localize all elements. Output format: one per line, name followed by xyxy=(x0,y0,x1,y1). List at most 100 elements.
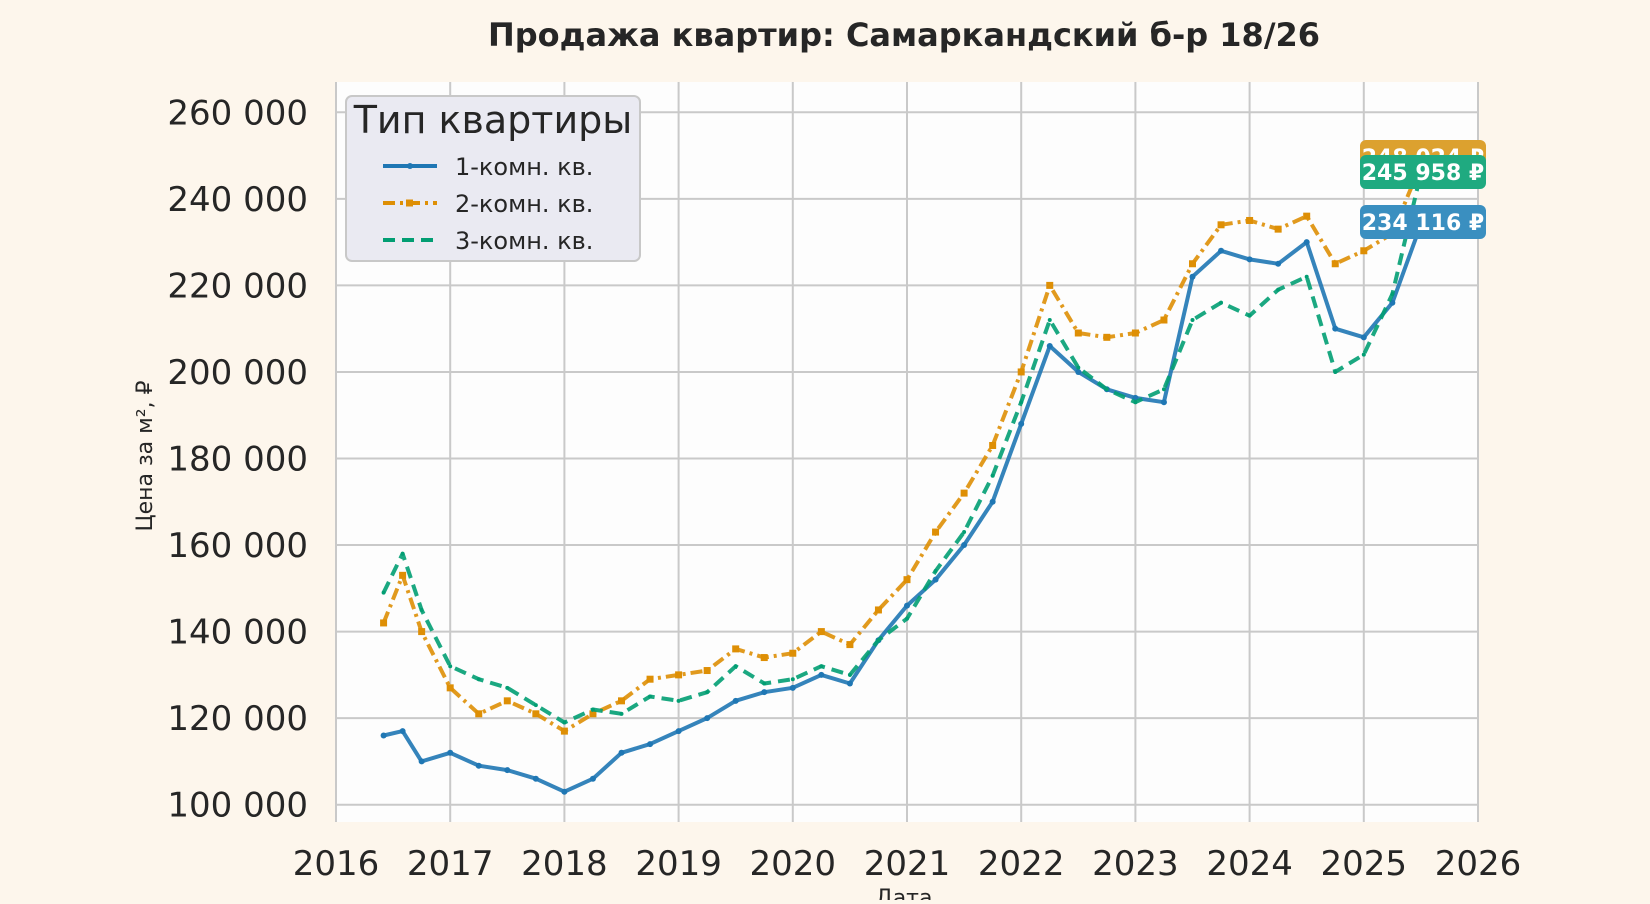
data-point xyxy=(561,788,568,795)
data-point xyxy=(532,710,540,718)
end-label-text: 245 958 ₽ xyxy=(1362,161,1484,186)
data-point xyxy=(1189,260,1196,268)
data-point xyxy=(761,689,768,696)
data-point xyxy=(904,602,910,609)
data-point xyxy=(1303,212,1311,220)
data-point xyxy=(476,677,481,682)
legend-title: Тип квартиры xyxy=(353,98,633,142)
data-point xyxy=(675,671,683,679)
data-point xyxy=(932,576,939,583)
x-tick-label: 2018 xyxy=(521,844,608,884)
data-point xyxy=(619,711,624,716)
x-tick-label: 2019 xyxy=(635,844,722,884)
data-point xyxy=(961,542,968,549)
data-point xyxy=(418,758,425,765)
y-tick-label: 180 000 xyxy=(167,439,308,479)
x-tick-label: 2026 xyxy=(1435,844,1522,884)
data-point xyxy=(560,727,568,735)
data-point xyxy=(503,697,511,705)
data-point xyxy=(1217,221,1225,229)
data-point xyxy=(675,728,682,735)
data-point xyxy=(676,698,681,703)
data-point xyxy=(847,672,852,677)
data-point xyxy=(1133,400,1138,405)
data-point xyxy=(1017,368,1025,376)
data-point xyxy=(990,473,995,478)
data-point xyxy=(905,616,909,621)
data-point xyxy=(762,681,767,686)
data-point xyxy=(618,697,625,705)
data-point xyxy=(1160,316,1168,324)
legend-item: 3-комн. кв. xyxy=(383,227,593,255)
data-point xyxy=(874,606,882,614)
data-point xyxy=(1160,399,1167,406)
data-point xyxy=(1360,247,1368,255)
end-labels: 248 024 ₽245 958 ₽234 116 ₽ xyxy=(1360,140,1486,239)
data-point xyxy=(1246,216,1254,224)
data-point xyxy=(903,576,911,584)
end-label: 234 116 ₽ xyxy=(1360,205,1486,239)
data-point xyxy=(1047,318,1052,323)
data-point xyxy=(418,628,426,636)
y-tick-label: 260 000 xyxy=(167,93,308,133)
data-point xyxy=(1275,260,1282,267)
data-point xyxy=(962,530,967,535)
data-point xyxy=(380,732,387,739)
data-point xyxy=(1131,329,1139,337)
data-point xyxy=(1331,260,1339,268)
data-point xyxy=(989,442,997,450)
data-point xyxy=(790,677,795,682)
chart-title: Продажа квартир: Самаркандский б-р 18/26 xyxy=(488,16,1320,54)
x-tick-label: 2025 xyxy=(1321,844,1408,884)
data-point xyxy=(1361,352,1366,357)
y-tick-label: 200 000 xyxy=(167,353,308,393)
series-line xyxy=(383,223,1423,794)
x-tick-label: 2017 xyxy=(407,844,494,884)
y-tick-label: 140 000 xyxy=(167,613,308,653)
data-point xyxy=(933,569,938,574)
data-point xyxy=(1332,325,1339,332)
tick-labels: 2016 2017 2018 2019 2020 2021 2022 2023 2024 2025… xyxy=(167,93,1521,884)
y-tick-label: 100 000 xyxy=(167,786,308,826)
data-point xyxy=(846,680,853,687)
legend-label: 3-комн. кв. xyxy=(455,227,593,255)
data-point xyxy=(646,675,654,683)
data-point xyxy=(1247,313,1252,318)
data-point xyxy=(760,654,768,662)
data-point xyxy=(1219,300,1224,305)
data-point xyxy=(399,571,407,579)
data-point xyxy=(960,489,968,497)
data-point xyxy=(1103,333,1111,341)
data-point xyxy=(1304,274,1309,279)
data-point xyxy=(589,775,596,782)
data-point xyxy=(475,710,483,718)
y-tick-label: 220 000 xyxy=(167,266,308,306)
data-point xyxy=(932,528,940,536)
data-point xyxy=(1018,420,1025,427)
data-point xyxy=(562,720,567,725)
legend-marker xyxy=(406,199,413,207)
x-tick-label: 2016 xyxy=(293,844,380,884)
data-point xyxy=(648,694,653,699)
data-point xyxy=(1276,287,1281,292)
data-point xyxy=(399,728,406,735)
data-point xyxy=(533,703,538,708)
data-point xyxy=(380,619,388,627)
data-point xyxy=(1333,369,1338,374)
data-point xyxy=(818,671,825,678)
x-tick-label: 2021 xyxy=(864,844,951,884)
data-point xyxy=(817,628,825,636)
y-tick-label: 160 000 xyxy=(167,526,308,566)
data-point xyxy=(1246,256,1253,263)
series-group xyxy=(380,221,1424,795)
legend-item: 2-комн. кв. xyxy=(383,190,593,218)
data-point xyxy=(789,649,797,657)
x-tick-label: 2020 xyxy=(750,844,837,884)
legend-box xyxy=(345,95,641,262)
data-point xyxy=(732,697,739,704)
series-layer xyxy=(380,160,1425,795)
data-point xyxy=(1390,292,1395,297)
data-point xyxy=(705,690,710,695)
